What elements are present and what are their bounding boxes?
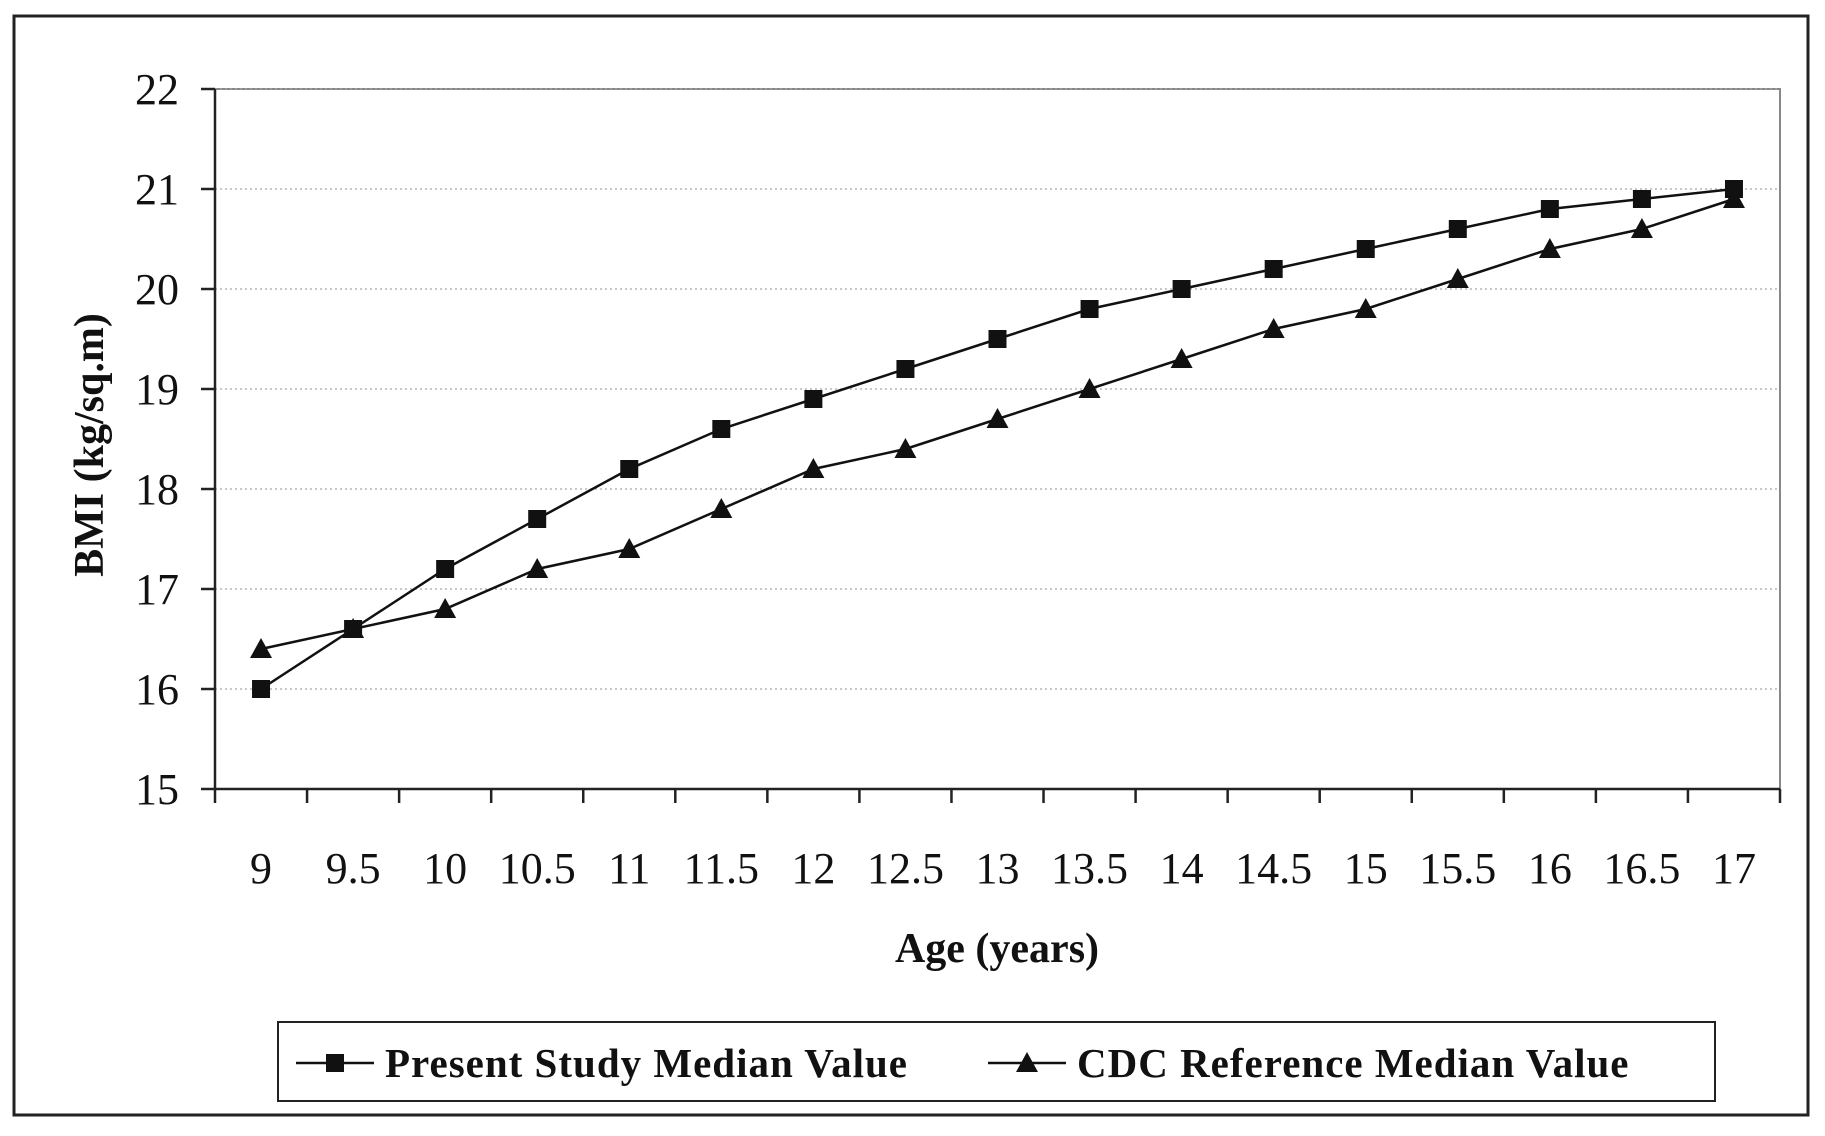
legend: Present Study Median Value CDC Reference … xyxy=(277,1021,1716,1102)
x-axis-title: Age (years) xyxy=(895,926,1099,972)
y-tick-label: 22 xyxy=(135,65,179,114)
legend-label: Present Study Median Value xyxy=(385,1040,908,1086)
x-tick-label: 12 xyxy=(791,844,835,893)
plot-area xyxy=(214,88,1781,790)
legend-label: CDC Reference Median Value xyxy=(1077,1040,1629,1086)
data-point-triangle xyxy=(894,438,917,458)
data-point-square xyxy=(896,360,915,378)
y-tick-label: 18 xyxy=(135,465,179,514)
series-square xyxy=(252,180,1743,698)
x-tick-label: 9 xyxy=(250,844,272,893)
data-point-square xyxy=(528,510,547,528)
x-tick-label: 14.5 xyxy=(1235,844,1312,893)
data-point-square xyxy=(1080,300,1099,318)
x-tick-label: 14 xyxy=(1160,844,1204,893)
y-tick-label: 16 xyxy=(135,665,179,714)
data-point-square xyxy=(1264,260,1283,278)
x-tick-label: 10.5 xyxy=(499,844,576,893)
x-tick-label: 9.5 xyxy=(326,844,381,893)
x-tick-label: 15 xyxy=(1344,844,1388,893)
data-point-square xyxy=(1172,280,1191,298)
data-point-triangle xyxy=(1262,318,1285,338)
x-tick-label: 15.5 xyxy=(1419,844,1496,893)
data-point-triangle xyxy=(342,618,365,638)
data-point-triangle xyxy=(618,538,641,558)
x-ticks: 9 9.5 10 10.5 11 11.5 12 12.5 13 13.5 14 14.5 15 15.5… xyxy=(213,789,1782,893)
data-point-triangle xyxy=(1354,298,1377,318)
data-point-square xyxy=(1540,200,1559,218)
data-point-triangle xyxy=(710,498,733,518)
x-tick-label: 11 xyxy=(608,844,650,893)
legend-marker-triangle xyxy=(1016,1052,1038,1072)
data-point-square xyxy=(988,330,1007,348)
y-tick-label: 20 xyxy=(135,265,179,314)
data-point-triangle xyxy=(1538,238,1561,258)
y-ticks: 15 16 17 18 19 20 21 22 xyxy=(135,65,215,814)
data-point-triangle xyxy=(526,558,549,578)
data-point-square xyxy=(712,420,731,438)
legend-entries: Present Study Median Value CDC Reference … xyxy=(296,1040,1629,1086)
x-tick-label: 12.5 xyxy=(867,844,944,893)
data-point-square xyxy=(252,680,271,698)
x-tick-label: 16.5 xyxy=(1603,844,1680,893)
x-tick-label: 13 xyxy=(976,844,1020,893)
data-point-triangle xyxy=(250,638,273,658)
series xyxy=(250,180,1745,698)
y-tick-label: 15 xyxy=(135,765,179,814)
data-point-square xyxy=(620,460,639,478)
y-tick-label: 17 xyxy=(135,565,179,614)
y-tick-label: 21 xyxy=(135,165,179,214)
x-tick-label: 13.5 xyxy=(1051,844,1128,893)
legend-entry: CDC Reference Median Value xyxy=(988,1040,1629,1086)
data-point-triangle xyxy=(1078,378,1101,398)
x-tick-label: 10 xyxy=(423,844,467,893)
series-triangle xyxy=(250,188,1745,658)
x-tick-label: 16 xyxy=(1528,844,1572,893)
legend-box xyxy=(277,1021,1716,1102)
data-point-square xyxy=(1632,190,1651,208)
data-point-triangle xyxy=(1722,188,1745,208)
data-point-triangle xyxy=(802,458,825,478)
data-point-triangle xyxy=(434,598,457,618)
legend-marker-square xyxy=(326,1054,344,1072)
data-point-square xyxy=(1448,220,1467,238)
y-tick-label: 19 xyxy=(135,365,179,414)
data-point-triangle xyxy=(1170,348,1193,368)
legend-entry: Present Study Median Value xyxy=(296,1040,908,1086)
data-point-triangle xyxy=(1630,218,1653,238)
data-point-triangle xyxy=(986,408,1009,428)
grid-lines xyxy=(215,88,1780,690)
data-point-square xyxy=(436,560,455,578)
x-tick-label: 17 xyxy=(1712,844,1756,893)
y-axis-title: BMI (kg/sq.m) xyxy=(67,313,113,577)
x-tick-label: 11.5 xyxy=(684,844,759,893)
data-point-square xyxy=(1356,240,1375,258)
data-point-triangle xyxy=(1446,268,1469,288)
data-point-square xyxy=(804,390,823,408)
